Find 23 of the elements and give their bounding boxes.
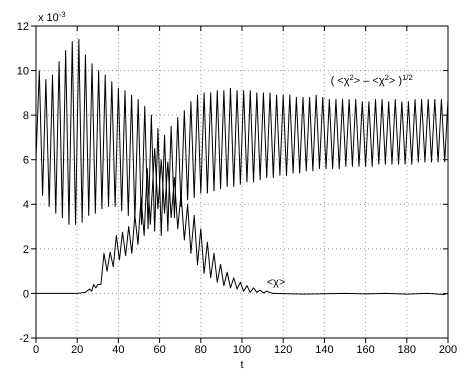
text: x 10$^{-3}$ <box>38 10 66 24</box>
x-tick-label: 160 <box>356 344 375 356</box>
x-tick-label: 140 <box>315 344 334 356</box>
y-tick-label: 6 <box>22 154 29 167</box>
x-tick-label: 20 <box>71 344 84 356</box>
series-label: <χ> <box>266 276 286 289</box>
y-tick-label: 12 <box>16 20 29 33</box>
y-tick-label: 4 <box>22 199 29 212</box>
x-tick-label: 180 <box>398 344 416 356</box>
y-tick-label: 0 <box>22 288 29 300</box>
x-tick-label: 40 <box>112 344 125 356</box>
y-tick-label: 2 <box>22 244 29 256</box>
series-label: ( <χ$^{2}$> – <χ$^{2}$> )$^{1/2}$ <box>330 72 413 87</box>
x-tick-label: 60 <box>153 344 166 356</box>
y-tick-label: -2 <box>19 332 29 345</box>
x-axis-title: t <box>240 359 244 371</box>
y-tick-label: 10 <box>16 65 29 78</box>
x-tick-label: 0 <box>32 344 40 356</box>
x-tick-label: 200 <box>438 344 458 356</box>
x-tick-label: 80 <box>194 344 207 356</box>
x-tick-label: 120 <box>274 344 292 356</box>
y-tick-label: 8 <box>22 110 29 122</box>
x-tick-label: 100 <box>232 344 252 356</box>
